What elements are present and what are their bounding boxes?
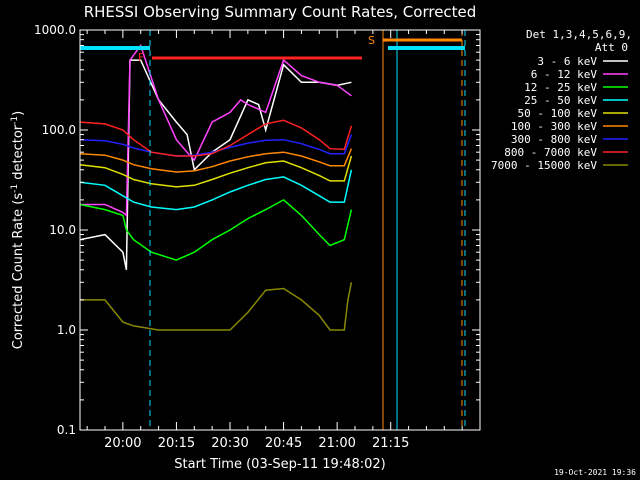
legend-label: 300 - 800 keV [511,133,597,146]
chart-title: RHESSI Observing Summary Count Rates, Co… [84,3,477,21]
flare-label: F [138,51,144,64]
legend-label: 6 - 12 keV [531,68,598,81]
y-tick-label: 1.0 [57,323,76,337]
saa-label: S [368,34,375,47]
x-tick-label: 21:00 [318,436,355,451]
y-axis: 0.1 1.0 10.0 100.0 1000.0 [34,23,480,437]
legend-label: 7000 - 15000 keV [491,159,597,172]
y-tick-label: 1000.0 [34,23,76,37]
legend-header-1: Det 1,3,4,5,6,9, [526,28,632,41]
legend-label: 3 - 6 keV [537,55,597,68]
y-tick-label: 100.0 [42,123,76,137]
y-tick-label: 0.1 [57,423,76,437]
series-line-3 [79,169,353,211]
series-line-4 [79,155,353,188]
x-tick-label: 20:15 [158,436,195,451]
markers: F S [79,30,466,430]
series-line-7 [79,119,353,157]
x-tick-label: 20:45 [265,436,302,451]
series-line-5 [79,148,353,173]
footer-date: 19-Oct-2021 19:36 [554,468,636,477]
legend-label: 50 - 100 keV [518,107,598,120]
legend-header-2: Att 0 [595,41,628,54]
series-line-2 [79,198,353,261]
legend-label: 12 - 25 keV [524,81,597,94]
x-axis-label: Start Time (03-Sep-11 19:48:02) [174,457,385,472]
x-tick-label: 20:30 [211,436,248,451]
y-tick-label: 10.0 [49,223,76,237]
legend-label: 100 - 300 keV [511,120,597,133]
series-line-8 [80,282,353,331]
x-tick-label: 21:15 [372,436,409,451]
legend-label: 25 - 50 keV [524,94,597,107]
x-axis: 20:00 20:15 20:30 20:45 21:00 21:15 [86,30,463,451]
y-axis-label: Corrected Count Rate (s-1 detector-1) [10,111,26,349]
legend-label: 800 - 7000 keV [504,146,597,159]
series-line-1 [80,43,352,217]
series-line-6 [79,134,353,157]
series-line-0 [79,59,352,270]
traces [79,43,353,331]
x-tick-label: 20:00 [104,436,141,451]
